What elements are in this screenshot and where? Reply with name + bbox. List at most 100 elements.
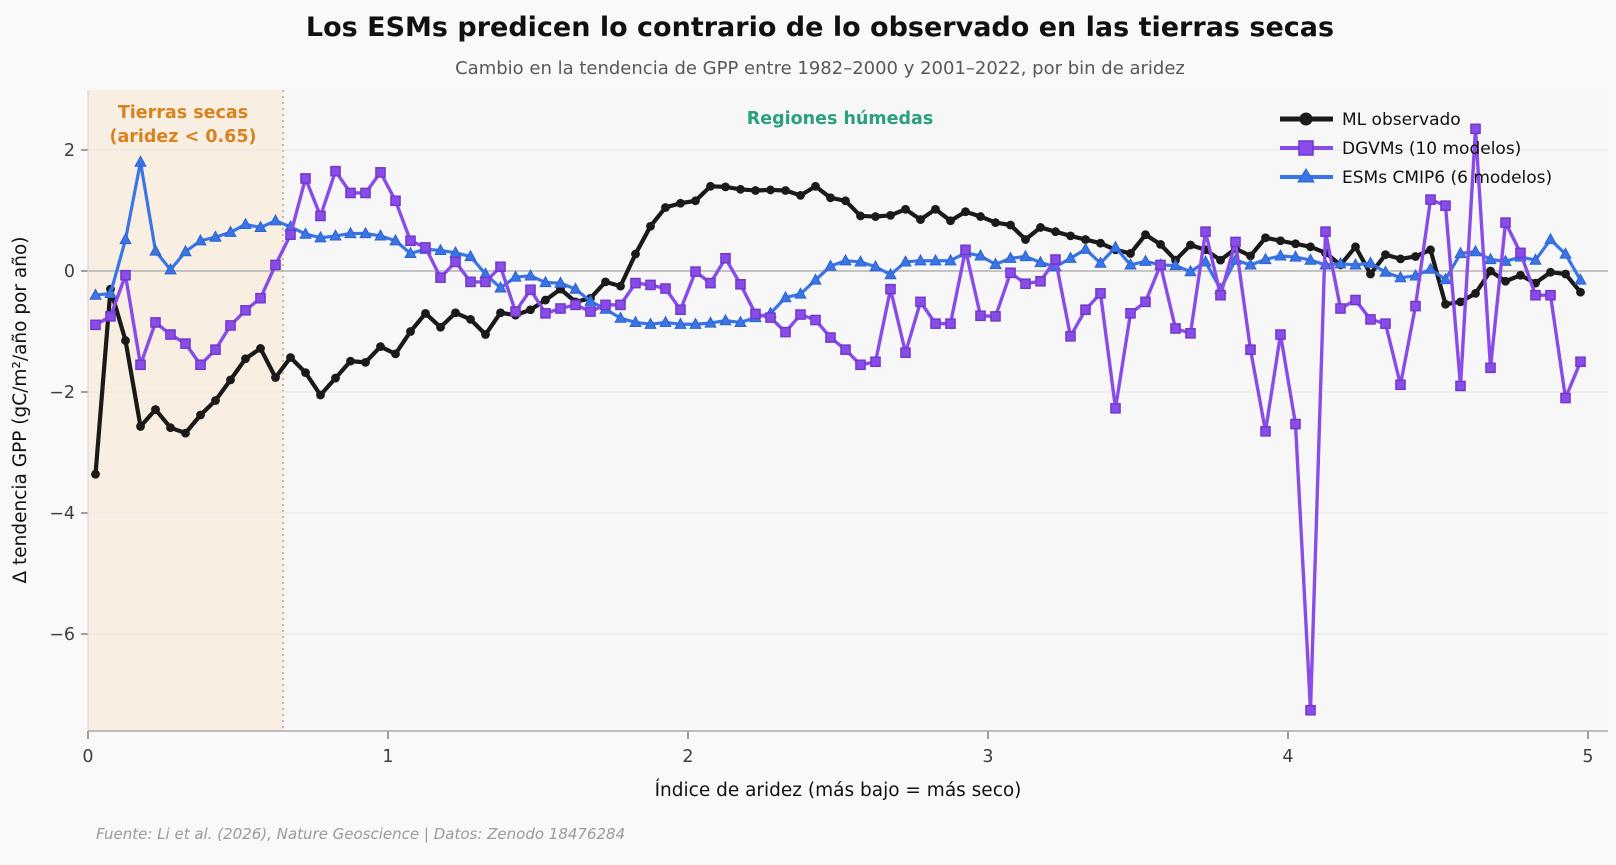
square-marker-dgvm bbox=[1395, 379, 1406, 391]
square-marker-dgvm bbox=[1530, 289, 1541, 301]
square-marker-dgvm bbox=[1440, 200, 1451, 211]
triangle-marker-esm bbox=[434, 243, 447, 256]
square-marker-dgvm bbox=[525, 284, 536, 296]
circle-marker-observed bbox=[916, 215, 925, 224]
square-marker-dgvm bbox=[120, 269, 131, 281]
triangle-marker-esm bbox=[194, 233, 207, 246]
circle-marker-observed bbox=[1576, 287, 1585, 297]
circle-marker-observed bbox=[1366, 269, 1375, 279]
square-marker-dgvm bbox=[1245, 344, 1256, 355]
square-marker-dgvm bbox=[1425, 194, 1436, 205]
square-marker-dgvm bbox=[420, 242, 431, 253]
square-marker-dgvm bbox=[1095, 288, 1106, 299]
circle-marker-observed bbox=[721, 182, 730, 192]
square-marker-dgvm bbox=[315, 210, 326, 222]
circle-marker-observed bbox=[1561, 269, 1570, 279]
square-marker-dgvm bbox=[1140, 296, 1151, 308]
circle-marker-observed bbox=[841, 196, 850, 206]
triangle-marker-esm bbox=[689, 317, 702, 329]
circle-marker-observed bbox=[301, 368, 310, 378]
x-tick-label: 3 bbox=[982, 747, 993, 767]
triangle-marker-esm bbox=[824, 259, 837, 271]
y-axis-label: Δ tendencia GPP (gC/m²/año por año) bbox=[10, 237, 31, 584]
square-marker-dgvm bbox=[1155, 259, 1166, 271]
square-marker-dgvm bbox=[1230, 236, 1241, 248]
triangle-marker-esm bbox=[1109, 240, 1122, 253]
triangle-marker-esm bbox=[794, 287, 807, 299]
triangle-marker-esm bbox=[389, 233, 402, 246]
triangle-marker-esm bbox=[1169, 258, 1182, 271]
triangle-marker-esm bbox=[1244, 258, 1257, 270]
circle-marker-observed bbox=[1126, 249, 1135, 258]
square-marker-dgvm bbox=[1125, 308, 1136, 319]
circle-marker-observed bbox=[1276, 236, 1285, 246]
square-marker-dgvm bbox=[240, 305, 251, 316]
legend-label-observed: ML observado bbox=[1342, 110, 1461, 130]
circle-marker-observed bbox=[526, 305, 535, 315]
triangle-marker-esm bbox=[989, 257, 1002, 269]
triangle-marker-esm bbox=[629, 315, 642, 328]
square-marker-dgvm bbox=[555, 303, 566, 314]
circle-marker-observed bbox=[1246, 251, 1255, 261]
square-marker-dgvm bbox=[870, 356, 881, 368]
circle-marker-observed bbox=[871, 212, 880, 221]
triangle-marker-esm bbox=[1139, 254, 1152, 266]
triangle-marker-esm bbox=[854, 255, 867, 267]
triangle-marker-esm bbox=[704, 316, 717, 328]
square-marker-dgvm bbox=[1455, 380, 1466, 392]
square-marker-dgvm bbox=[345, 187, 356, 199]
triangle-marker-esm bbox=[134, 155, 147, 167]
square-marker-dgvm bbox=[435, 272, 446, 283]
square-marker-dgvm bbox=[495, 261, 506, 273]
square-marker-dgvm bbox=[1290, 418, 1301, 430]
triangle-marker-esm bbox=[1094, 256, 1107, 268]
circle-marker-observed bbox=[256, 344, 265, 353]
triangle-marker-esm bbox=[329, 229, 342, 241]
square-marker-dgvm bbox=[390, 195, 401, 207]
x-tick-label: 2 bbox=[682, 747, 693, 767]
triangle-marker-esm bbox=[1379, 265, 1392, 277]
triangle-marker-esm bbox=[839, 253, 852, 266]
square-marker-dgvm bbox=[285, 229, 296, 241]
triangle-marker-esm bbox=[1364, 256, 1377, 268]
triangle-marker-esm bbox=[1259, 252, 1272, 265]
square-marker-dgvm bbox=[1260, 426, 1271, 437]
x-tick-label: 1 bbox=[382, 747, 393, 767]
square-marker-dgvm bbox=[1500, 217, 1511, 228]
legend-label-dgvm: DGVMs (10 modelos) bbox=[1342, 139, 1521, 159]
circle-marker-observed bbox=[1186, 240, 1195, 250]
square-marker-dgvm bbox=[825, 332, 836, 343]
square-marker-dgvm bbox=[450, 256, 461, 268]
triangle-marker-esm bbox=[179, 244, 192, 257]
triangle-marker-esm bbox=[554, 276, 567, 288]
square-marker-dgvm bbox=[135, 359, 146, 371]
triangle-marker-esm bbox=[239, 217, 252, 230]
circle-marker-observed bbox=[1501, 276, 1510, 286]
triangle-marker-esm bbox=[494, 281, 507, 293]
square-marker-dgvm bbox=[1410, 300, 1421, 312]
square-marker-dgvm bbox=[405, 235, 416, 247]
plot-area bbox=[88, 90, 1608, 731]
triangle-marker-esm bbox=[524, 268, 537, 281]
circle-marker-observed bbox=[856, 211, 865, 221]
circle-marker-observed bbox=[181, 428, 190, 438]
circle-marker-observed bbox=[196, 410, 205, 420]
circle-marker-observed bbox=[781, 186, 790, 195]
legend-label-esm: ESMs CMIP6 (6 modelos) bbox=[1342, 168, 1552, 188]
circle-marker-observed bbox=[1516, 270, 1525, 280]
y-tick-label: −2 bbox=[49, 383, 75, 403]
chart-title: Los ESMs predicen lo contrario de lo obs… bbox=[306, 12, 1334, 43]
triangle-marker-esm bbox=[1454, 246, 1467, 259]
square-marker-dgvm bbox=[690, 266, 701, 277]
square-marker-dgvm bbox=[195, 359, 206, 371]
triangle-marker-esm bbox=[584, 294, 597, 306]
circle-marker-observed bbox=[1471, 288, 1480, 298]
circle-marker-observed bbox=[496, 308, 505, 318]
triangle-marker-esm bbox=[674, 317, 687, 329]
circle-marker-observed bbox=[766, 185, 775, 195]
circle-marker-observed bbox=[91, 469, 100, 479]
circle-marker-observed bbox=[991, 218, 1000, 228]
triangle-marker-esm bbox=[89, 288, 102, 300]
triangle-marker-esm bbox=[1304, 253, 1317, 265]
